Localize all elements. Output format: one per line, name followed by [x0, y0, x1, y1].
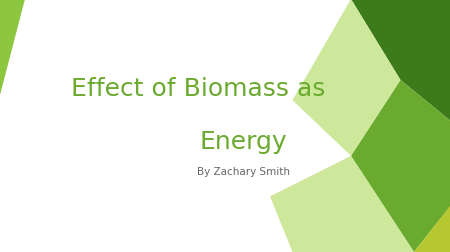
Text: Energy: Energy: [199, 129, 287, 153]
Polygon shape: [351, 0, 450, 121]
Polygon shape: [414, 207, 450, 252]
Polygon shape: [0, 0, 25, 96]
Polygon shape: [351, 81, 450, 252]
Polygon shape: [292, 0, 400, 156]
Text: By Zachary Smith: By Zachary Smith: [197, 166, 289, 176]
Text: Effect of Biomass as: Effect of Biomass as: [71, 76, 325, 100]
Polygon shape: [270, 156, 414, 252]
